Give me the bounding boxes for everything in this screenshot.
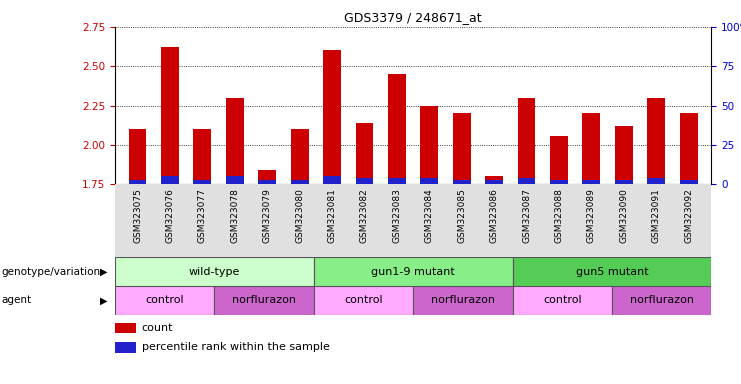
Bar bbox=[388, 178, 406, 184]
Bar bbox=[115, 342, 136, 353]
Text: GSM323089: GSM323089 bbox=[587, 188, 596, 243]
Text: norflurazon: norflurazon bbox=[630, 295, 694, 306]
Bar bbox=[518, 178, 536, 184]
Text: gun5 mutant: gun5 mutant bbox=[576, 266, 648, 277]
Bar bbox=[115, 286, 214, 315]
Bar bbox=[648, 178, 665, 184]
Text: GSM323075: GSM323075 bbox=[133, 188, 142, 243]
Bar bbox=[453, 114, 471, 184]
Text: count: count bbox=[142, 323, 173, 333]
Text: ▶: ▶ bbox=[100, 295, 107, 306]
Text: GSM323080: GSM323080 bbox=[295, 188, 304, 243]
Bar bbox=[356, 178, 373, 184]
Bar bbox=[313, 257, 513, 286]
Text: GSM323082: GSM323082 bbox=[360, 188, 369, 243]
Bar bbox=[679, 180, 697, 184]
Text: GSM323078: GSM323078 bbox=[230, 188, 239, 243]
Bar bbox=[612, 286, 711, 315]
Bar bbox=[518, 98, 536, 184]
Bar bbox=[453, 180, 471, 184]
Text: control: control bbox=[344, 295, 382, 306]
Text: control: control bbox=[145, 295, 184, 306]
Title: GDS3379 / 248671_at: GDS3379 / 248671_at bbox=[345, 11, 482, 24]
Bar bbox=[259, 170, 276, 184]
Bar bbox=[259, 180, 276, 184]
Bar bbox=[485, 180, 503, 184]
Text: agent: agent bbox=[1, 295, 32, 306]
Text: GSM323086: GSM323086 bbox=[490, 188, 499, 243]
Bar bbox=[161, 177, 179, 184]
Bar bbox=[550, 180, 568, 184]
Bar bbox=[115, 323, 136, 333]
Text: GSM323079: GSM323079 bbox=[263, 188, 272, 243]
Bar bbox=[356, 123, 373, 184]
Bar bbox=[129, 180, 147, 184]
Bar bbox=[550, 136, 568, 184]
Bar bbox=[388, 74, 406, 184]
Bar bbox=[115, 184, 711, 257]
Bar bbox=[513, 286, 612, 315]
Text: GSM323077: GSM323077 bbox=[198, 188, 207, 243]
Text: control: control bbox=[543, 295, 582, 306]
Bar bbox=[313, 286, 413, 315]
Bar bbox=[323, 177, 341, 184]
Bar bbox=[226, 98, 244, 184]
Bar bbox=[679, 114, 697, 184]
Text: wild-type: wild-type bbox=[189, 266, 240, 277]
Text: GSM323076: GSM323076 bbox=[165, 188, 174, 243]
Text: ▶: ▶ bbox=[100, 266, 107, 277]
Bar bbox=[193, 129, 211, 184]
Bar bbox=[290, 180, 308, 184]
Bar bbox=[129, 129, 147, 184]
Bar bbox=[615, 180, 633, 184]
Text: GSM323092: GSM323092 bbox=[684, 188, 693, 243]
Bar bbox=[420, 178, 438, 184]
Bar bbox=[193, 180, 211, 184]
Text: GSM323091: GSM323091 bbox=[652, 188, 661, 243]
Text: GSM323087: GSM323087 bbox=[522, 188, 531, 243]
Text: percentile rank within the sample: percentile rank within the sample bbox=[142, 342, 330, 352]
Text: GSM323083: GSM323083 bbox=[393, 188, 402, 243]
Bar bbox=[413, 286, 513, 315]
Bar bbox=[115, 257, 313, 286]
Text: genotype/variation: genotype/variation bbox=[1, 266, 101, 277]
Bar bbox=[323, 50, 341, 184]
Bar bbox=[290, 129, 308, 184]
Bar bbox=[582, 114, 600, 184]
Bar bbox=[161, 47, 179, 184]
Text: GSM323084: GSM323084 bbox=[425, 188, 433, 243]
Text: GSM323090: GSM323090 bbox=[619, 188, 628, 243]
Bar bbox=[420, 106, 438, 184]
Text: norflurazon: norflurazon bbox=[232, 295, 296, 306]
Bar bbox=[582, 180, 600, 184]
Text: GSM323081: GSM323081 bbox=[328, 188, 336, 243]
Bar bbox=[648, 98, 665, 184]
Bar bbox=[513, 257, 711, 286]
Bar bbox=[485, 177, 503, 184]
Text: gun1-9 mutant: gun1-9 mutant bbox=[371, 266, 455, 277]
Bar bbox=[214, 286, 313, 315]
Text: GSM323088: GSM323088 bbox=[554, 188, 563, 243]
Bar bbox=[226, 177, 244, 184]
Text: GSM323085: GSM323085 bbox=[457, 188, 466, 243]
Text: norflurazon: norflurazon bbox=[431, 295, 495, 306]
Bar bbox=[615, 126, 633, 184]
